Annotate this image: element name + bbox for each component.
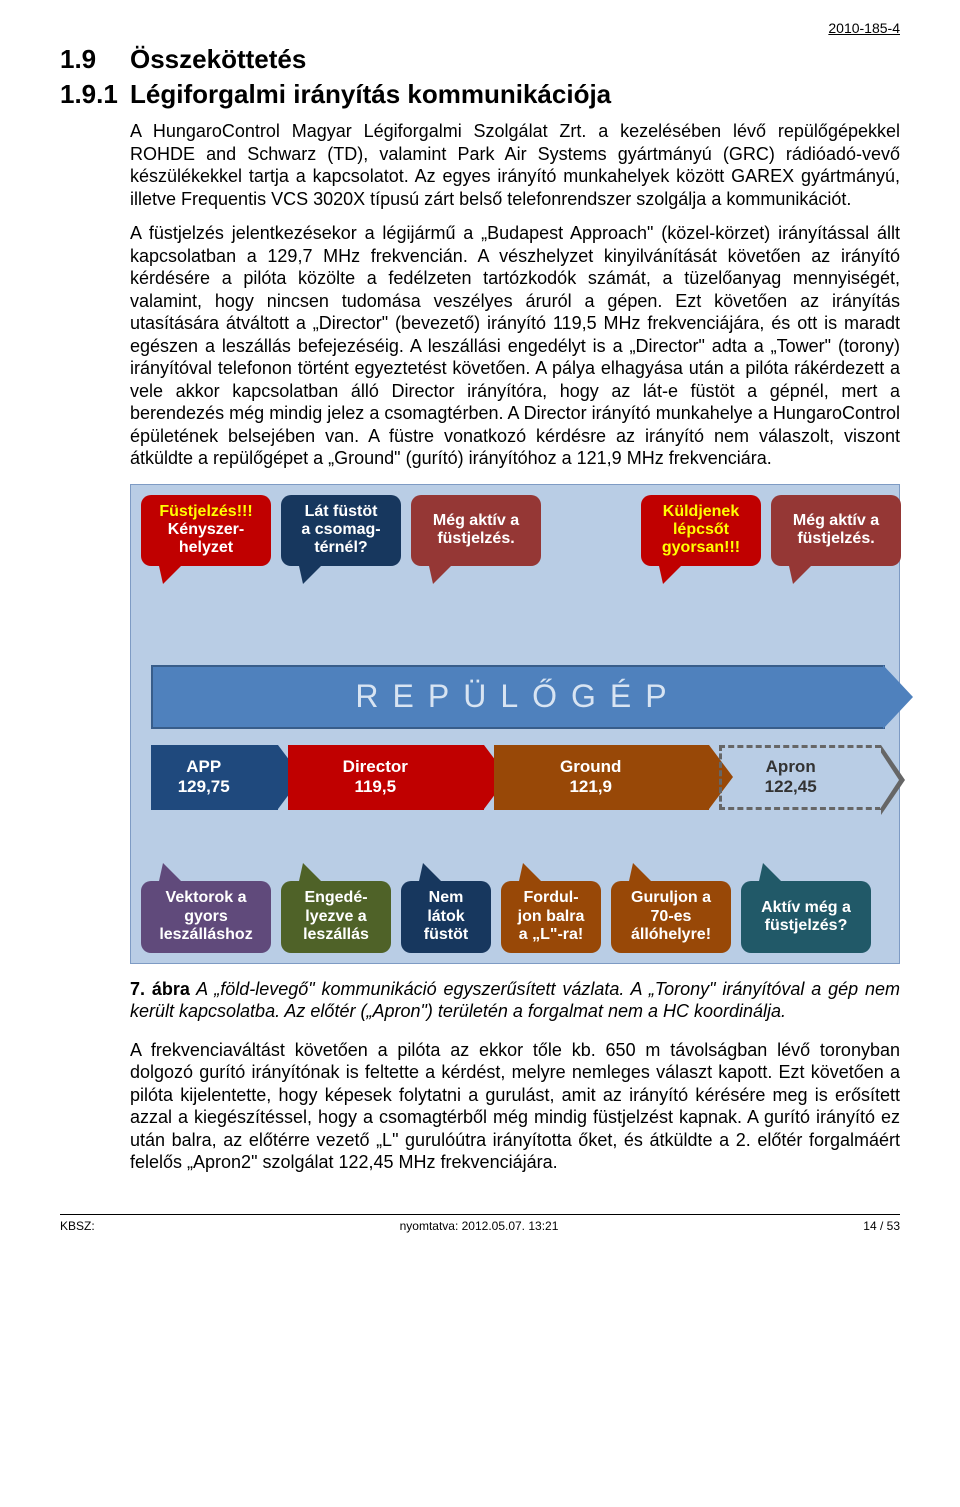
bottom-callout-5: Aktív még afüstjelzés? [741, 881, 871, 952]
figure-number: 7. ábra [130, 979, 190, 999]
footer-left: KBSZ: [60, 1219, 95, 1233]
bottom-callout-4: Guruljon a70-esállóhelyre! [611, 881, 731, 952]
freq-bar-app: APP129,75 [151, 745, 278, 810]
top-callout-3: Küldjeneklépcsőtgyorsan!!! [641, 495, 761, 566]
freq-bar-apron: Apron122,45 [719, 745, 881, 810]
paragraph-3: A frekvenciaváltást követően a pilóta az… [130, 1039, 900, 1174]
top-callout-1: Lát füstöta csomag-térnél? [281, 495, 401, 566]
bottom-callout-0: Vektorok agyorsleszálláshoz [141, 881, 271, 952]
page-footer: KBSZ: nyomtatva: 2012.05.07. 13:21 14 / … [60, 1214, 900, 1233]
bottom-callouts-row: Vektorok agyorsleszálláshozEngedé-lyezve… [141, 881, 889, 952]
freq-bar-director: Director119,5 [288, 745, 484, 810]
bottom-callout-1: Engedé-lyezve aleszállás [281, 881, 391, 952]
top-callout-0: Füstjelzés!!!Kényszer-helyzet [141, 495, 271, 566]
heading-1-text: Összeköttetés [130, 44, 306, 74]
frequency-row: APP129,75Director119,5Ground121,9Apron12… [151, 745, 881, 810]
top-callout-4: Még aktív afüstjelzés. [771, 495, 901, 566]
heading-1: 1.9Összeköttetés [60, 44, 900, 75]
heading-1-num: 1.9 [60, 44, 130, 75]
top-callout-2: Még aktív afüstjelzés. [411, 495, 541, 566]
aircraft-bar: REPÜLŐGÉP [151, 665, 885, 729]
freq-bar-ground: Ground121,9 [494, 745, 709, 810]
figure-caption: 7. ábra A „föld-levegő" kommunikáció egy… [130, 978, 900, 1023]
paragraph-1: A HungaroControl Magyar Légiforgalmi Szo… [130, 120, 900, 210]
figure-caption-text: A „föld-levegő" kommunikáció egyszerűsít… [130, 979, 900, 1022]
top-callouts-row: Füstjelzés!!!Kényszer-helyzetLát füstöta… [141, 495, 889, 566]
bottom-callout-2: Nemlátokfüstöt [401, 881, 491, 952]
heading-2-text: Légiforgalmi irányítás kommunikációja [130, 79, 611, 109]
footer-right: 14 / 53 [863, 1219, 900, 1233]
heading-2: 1.9.1Légiforgalmi irányítás kommunikáció… [60, 79, 900, 110]
footer-center: nyomtatva: 2012.05.07. 13:21 [400, 1219, 559, 1233]
document-id: 2010-185-4 [60, 20, 900, 36]
communication-diagram: Füstjelzés!!!Kényszer-helyzetLát füstöta… [130, 484, 900, 964]
bottom-callout-3: Fordul-jon balraa „L"-ra! [501, 881, 601, 952]
page: 2010-185-4 1.9Összeköttetés 1.9.1Légifor… [0, 0, 960, 1273]
paragraph-2: A füstjelzés jelentkezésekor a légijármű… [130, 222, 900, 470]
heading-2-num: 1.9.1 [60, 79, 130, 110]
